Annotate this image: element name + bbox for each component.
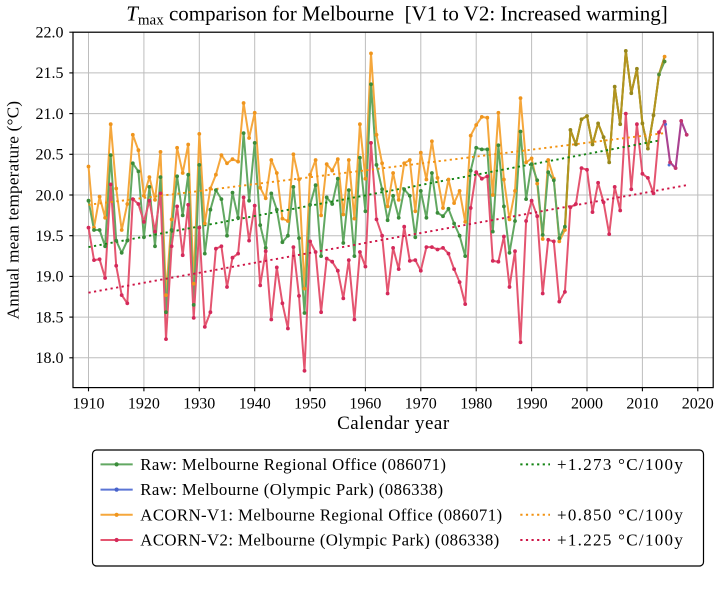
svg-text:19.0: 19.0 <box>36 269 64 286</box>
svg-text:1990: 1990 <box>516 396 548 413</box>
svg-text:2020: 2020 <box>682 396 714 413</box>
svg-text:18.0: 18.0 <box>36 350 64 367</box>
svg-text:Raw: Melbourne (Olympic Park): Raw: Melbourne (Olympic Park) (086338) <box>140 480 443 499</box>
svg-text:18.5: 18.5 <box>36 309 64 326</box>
svg-text:1980: 1980 <box>460 396 492 413</box>
svg-text:1920: 1920 <box>128 396 160 413</box>
svg-text:1940: 1940 <box>239 396 271 413</box>
svg-text:22.0: 22.0 <box>36 25 64 42</box>
svg-text:Tmax comparison for Melbourne: Tmax comparison for Melbourne [V1 to V2:… <box>126 2 668 29</box>
svg-text:1970: 1970 <box>405 396 437 413</box>
svg-text:2010: 2010 <box>626 396 658 413</box>
svg-text:21.0: 21.0 <box>36 106 64 123</box>
svg-text:2000: 2000 <box>571 396 603 413</box>
svg-text:1910: 1910 <box>73 396 105 413</box>
svg-text:20.5: 20.5 <box>36 147 64 164</box>
svg-text:19.5: 19.5 <box>36 228 64 245</box>
svg-text:1960: 1960 <box>349 396 381 413</box>
svg-text:ACORN-V1: Melbourne Regional O: ACORN-V1: Melbourne Regional Office (086… <box>140 505 502 524</box>
svg-text:1950: 1950 <box>294 396 326 413</box>
svg-text:Calendar year: Calendar year <box>337 413 450 434</box>
svg-text:+1.273 °C/100y: +1.273 °C/100y <box>557 455 684 474</box>
svg-text:Annual mean temperature (°C): Annual mean temperature (°C) <box>4 101 23 320</box>
svg-text:ACORN-V2: Melbourne (Olympic P: ACORN-V2: Melbourne (Olympic Park) (0863… <box>140 531 499 550</box>
svg-text:1930: 1930 <box>183 396 215 413</box>
svg-text:20.0: 20.0 <box>36 187 64 204</box>
svg-text:+1.225 °C/100y: +1.225 °C/100y <box>557 531 684 550</box>
svg-text:+0.850 °C/100y: +0.850 °C/100y <box>557 505 684 524</box>
svg-text:21.5: 21.5 <box>36 65 64 82</box>
svg-text:Raw: Melbourne Regional Office: Raw: Melbourne Regional Office (086071) <box>140 455 446 474</box>
